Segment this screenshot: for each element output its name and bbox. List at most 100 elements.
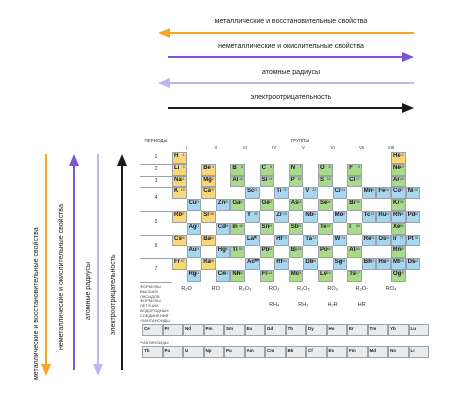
- hydride-formula: H₂R: [327, 301, 338, 308]
- element-cell: Cd 48: [215, 222, 231, 235]
- atomic-number: 4: [211, 164, 214, 169]
- atomic-number: 13: [239, 176, 243, 181]
- element-symbol: As: [290, 200, 299, 207]
- element-cell: Hs 108: [376, 258, 391, 270]
- element-cell: Sb 51: [288, 222, 304, 235]
- atomic-number: 43: [370, 212, 375, 216]
- element-cell: Au 79: [186, 246, 202, 259]
- element-symbol: Pb: [261, 247, 270, 254]
- element-cell: Sn 50: [259, 222, 275, 235]
- element-cell: Rb 37: [172, 211, 187, 223]
- atomic-number: 80: [224, 247, 229, 252]
- element-symbol: Mn: [363, 188, 373, 195]
- element-symbol: Og: [393, 271, 402, 277]
- element-symbol: Rb: [174, 212, 182, 218]
- element-symbol: At: [349, 247, 356, 254]
- hydride-formula: HR: [357, 301, 366, 308]
- oxide-formula: R₂O: [181, 285, 192, 292]
- atomic-number: 108: [383, 259, 389, 264]
- element-symbol: Hg: [217, 247, 226, 254]
- element-symbol: N: [290, 164, 296, 171]
- oxide-formula: RO₂: [268, 285, 280, 292]
- groups-header: ГРУППЫ: [290, 138, 310, 143]
- element-cell: Ac** 89: [245, 258, 260, 270]
- element-symbol: Y: [247, 212, 252, 218]
- element-symbol: Si: [261, 176, 268, 183]
- element-symbol: Ne: [393, 164, 401, 171]
- element-cell: Nh 113: [230, 270, 245, 282]
- element-symbol: Sn: [261, 223, 270, 230]
- atomic-number: 50: [268, 223, 273, 228]
- atomic-number: 37: [180, 212, 185, 216]
- atomic-number: 85: [355, 247, 360, 252]
- atomic-number: 52: [326, 223, 331, 228]
- atomic-number: 115: [295, 271, 302, 275]
- radius-v-arrowhead: [93, 364, 103, 376]
- element-symbol: V: [305, 188, 310, 195]
- element-symbol: Rh: [393, 212, 401, 218]
- element-cell: Ni 28: [405, 187, 421, 200]
- element-symbol: Ni: [407, 188, 414, 195]
- atomic-number: 31: [239, 200, 243, 205]
- element-cell: W 74: [332, 234, 348, 247]
- element-cell: Al 13: [230, 175, 245, 188]
- lanthanide-cell: Pr: [162, 323, 183, 336]
- element-symbol: Pt: [407, 235, 414, 242]
- atomic-number: 12: [209, 176, 214, 181]
- actinide-label: **АКТИНОИДЫ: [140, 339, 169, 345]
- element-cell: S 16: [318, 175, 333, 188]
- actinide-cell: Cm: [265, 345, 286, 358]
- element-symbol: Li: [174, 164, 180, 171]
- atomic-number: 49: [239, 223, 243, 228]
- element-symbol: C: [261, 164, 266, 171]
- element-symbol: Sr: [203, 212, 210, 218]
- lanthanide-cell: Ce: [142, 323, 163, 336]
- atomic-number: 57: [253, 235, 258, 240]
- element-symbol: K: [174, 188, 179, 195]
- element-cell: Cu 29: [186, 199, 202, 211]
- atomic-number: 10: [399, 164, 404, 169]
- element-symbol: Be: [203, 164, 211, 171]
- element-cell: Br 35: [347, 199, 362, 211]
- atomic-number: 11: [180, 176, 185, 181]
- atomic-number: 44: [385, 212, 389, 216]
- element-cell: Os 76: [376, 234, 391, 247]
- atomic-number: 21: [253, 188, 258, 193]
- actinide-cell: Am: [244, 345, 265, 358]
- element-symbol: Br: [349, 200, 356, 207]
- element-cell: Ds 110: [405, 258, 421, 270]
- atomic-number: 111: [193, 271, 200, 275]
- atomic-number: 51: [297, 223, 302, 228]
- element-cell: Ti 22: [274, 187, 289, 200]
- element-symbol: Sb: [290, 223, 299, 230]
- atomic-number: 23: [312, 188, 316, 193]
- element-cell: Rf 104: [274, 258, 289, 270]
- element-cell: Li 3: [172, 163, 187, 176]
- group-label: I: [185, 145, 188, 150]
- vertical-arrows: [41, 154, 127, 376]
- element-symbol: Na: [174, 176, 182, 183]
- atomic-number: 72: [282, 235, 287, 240]
- atomic-number: 3: [182, 164, 185, 169]
- periodic-table: ПЕРИОДЫ ГРУППЫ I II III IV V VI VII VIII 1 2 3 4 5 6 7…: [140, 136, 432, 374]
- atomic-number: 110: [412, 259, 419, 264]
- period-number: 1: [140, 152, 172, 165]
- element-cell: Hg 80: [215, 246, 231, 259]
- hydride-formula: RH₄: [269, 301, 280, 308]
- lanthanide-cell: Pm: [203, 323, 224, 336]
- atomic-number: 81: [239, 247, 243, 252]
- element-cell: Og 118: [391, 270, 406, 282]
- period-number: 4: [140, 187, 172, 212]
- element-symbol: Ra: [203, 259, 211, 266]
- actinide-cell: Bk: [285, 345, 306, 358]
- element-cell: Xe 54: [391, 222, 406, 235]
- metallic-label: металлические и восстановительные свойст…: [214, 18, 368, 25]
- lanthanide-cell: Sm: [224, 323, 245, 336]
- element-cell: Be 4: [201, 163, 216, 176]
- atomic-number: 118: [398, 271, 404, 275]
- hydride-formula: RH₃: [298, 301, 309, 308]
- element-symbol: Ts: [349, 271, 356, 277]
- element-cell: At 85: [347, 246, 362, 259]
- element-symbol: S: [320, 176, 325, 183]
- element-symbol: Cd: [217, 223, 226, 230]
